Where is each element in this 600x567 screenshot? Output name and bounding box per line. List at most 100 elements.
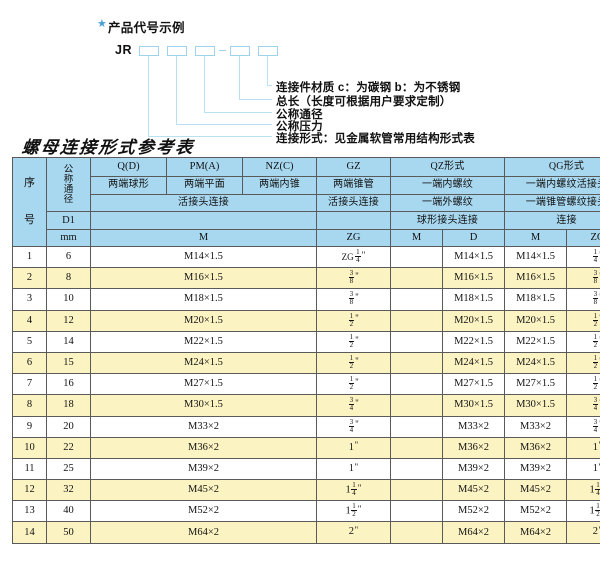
cell-qz-d: M64×2 <box>441 521 506 544</box>
cell-qg-zg: 12" <box>566 351 600 375</box>
header-connection-qpmnz: 活接头连接 <box>90 193 317 213</box>
cell-qg-m: M16×1.5 <box>504 267 568 290</box>
cell-nominal-diameter: 20 <box>46 415 91 438</box>
leader-line-vertical-2 <box>239 56 241 99</box>
cell-qz-m <box>390 415 443 438</box>
cell-gz-zg: ZG 1 4 " <box>316 245 391 269</box>
diagram-note-4: 公称压力 <box>276 121 323 133</box>
header-group-code-qg: QG形式 <box>504 157 600 177</box>
cell-qg-zg: 34" <box>566 394 600 417</box>
cell-thread-m: M24×1.5 <box>90 351 317 375</box>
cell-gz-zg: 1" <box>316 457 391 481</box>
cell-qg-zg: 112" <box>566 500 600 523</box>
cell-qz-m <box>390 394 443 417</box>
cell-qg-zg: 14" <box>566 245 600 269</box>
cell-seq: 8 <box>12 394 47 417</box>
cell-qz-d: M52×2 <box>441 500 506 523</box>
cell-nominal-diameter: 40 <box>46 500 91 523</box>
cell-seq: 14 <box>12 521 47 544</box>
leader-line-vertical-3 <box>204 56 206 112</box>
cell-nominal-diameter: 25 <box>46 457 91 481</box>
cell-seq: 11 <box>12 457 47 481</box>
product-code-diagram: ★ 产品代号示例 JR 连接件材质 c：为碳钢 b：为不锈钢 总长（长度可根据用户… <box>0 0 600 146</box>
diagram-note-2: 总长（长度可根据用户要求定制） <box>276 96 452 108</box>
header-end-type-pm: 两端平面 <box>166 175 243 195</box>
cell-gz-zg: 1 1 2 " <box>316 500 391 523</box>
cell-nominal-diameter: 16 <box>46 373 91 396</box>
cell-qg-zg: 38" <box>566 288 600 311</box>
cell-qg-m: M52×2 <box>504 500 568 523</box>
cell-nominal-diameter: 18 <box>46 394 91 417</box>
cell-nominal-diameter: 32 <box>46 479 91 502</box>
cell-qz-d: M36×2 <box>441 436 506 459</box>
cell-qz-m <box>390 457 443 481</box>
header-connection-qg: 一端锥管螺纹接头 <box>504 193 600 213</box>
cell-seq: 5 <box>12 330 47 353</box>
cell-qg-zg: 12" <box>566 373 600 396</box>
header-blank-qpmnz <box>90 211 317 230</box>
diagram-heading: 产品代号示例 <box>108 21 185 35</box>
cell-nominal-diameter: 14 <box>46 330 91 353</box>
cell-thread-m: M39×2 <box>90 457 317 481</box>
cell-qg-zg: 34" <box>566 415 600 438</box>
cell-gz-zg: 3 8 " <box>316 288 391 311</box>
header-unit-m-qz: M <box>390 228 443 248</box>
leader-line-horizontal-1 <box>267 85 272 87</box>
header-row-d1: D1 球形接头连接 连接 <box>13 211 600 230</box>
cell-nominal-diameter: 15 <box>46 351 91 375</box>
header-row-code: 序 号 公 称 通 径 Q(D) PM(A) NZ(C) GZ QZ形式 QG形… <box>12 156 600 247</box>
star-icon: ★ <box>97 18 107 30</box>
cell-seq: 2 <box>12 267 47 290</box>
cell-qz-d: M20×1.5 <box>441 309 506 332</box>
cell-qz-m <box>390 521 443 544</box>
cell-qg-m: M14×1.5 <box>504 245 568 269</box>
cell-thread-m: M18×1.5 <box>90 288 317 311</box>
cell-thread-m: M27×1.5 <box>90 373 317 396</box>
header-connection-gz: 活接头连接 <box>316 193 391 213</box>
leader-line-vertical-1 <box>267 56 269 85</box>
cell-qz-d: M33×2 <box>441 415 506 438</box>
cell-qg-m: M18×1.5 <box>504 288 568 311</box>
cell-nominal-diameter: 10 <box>46 288 91 311</box>
header-unit-m-qpmnz: M <box>90 228 317 248</box>
header-end-type-qz: 一端内螺纹 <box>389 175 506 195</box>
header-end-type-nz: 两端内锥 <box>242 175 317 195</box>
cell-qg-m: M22×1.5 <box>504 330 568 353</box>
cell-gz-zg: 3 8 " <box>316 267 391 290</box>
cell-gz-zg: 1 2 " <box>316 330 391 353</box>
cell-qz-d: M14×1.5 <box>441 245 506 269</box>
header-ball-joint-qz: 球形接头连接 <box>389 211 506 230</box>
cell-seq: 7 <box>12 373 47 396</box>
cell-qz-m <box>390 479 443 502</box>
leader-line-vertical-4 <box>176 56 178 124</box>
cell-qz-m <box>390 330 443 353</box>
cell-qg-m: M64×2 <box>504 521 568 544</box>
cell-qg-m: M30×1.5 <box>504 394 568 417</box>
cell-qz-d: M18×1.5 <box>441 288 506 311</box>
cell-qg-zg: 1" <box>566 457 600 481</box>
cell-thread-m: M14×1.5 <box>90 245 317 269</box>
cell-seq: 4 <box>12 309 47 332</box>
cell-qz-d: M27×1.5 <box>441 373 506 396</box>
header-group-code-pm: PM(A) <box>166 157 243 177</box>
cell-gz-zg: 1" <box>316 436 391 459</box>
header-unit-mm: mm <box>46 228 91 248</box>
header-end-type-q: 两端球形 <box>90 175 167 195</box>
header-unit-zg-qg: ZG <box>566 228 600 248</box>
cell-gz-zg: 1 2 " <box>316 309 391 332</box>
cell-qz-d: M39×2 <box>441 457 506 481</box>
cell-qg-m: M27×1.5 <box>504 373 568 396</box>
cell-gz-zg: 1 2 " <box>316 351 391 375</box>
diagram-note-5: 连接形式：见金属软管常用结构形式表 <box>276 133 475 145</box>
leader-line-horizontal-5 <box>148 136 272 138</box>
cell-qz-m <box>390 351 443 375</box>
cell-qz-d: M22×1.5 <box>441 330 506 353</box>
nut-connection-table: 序 号 公 称 通 径 Q(D) PM(A) NZ(C) GZ QZ形式 QG形… <box>12 156 600 544</box>
cell-nominal-diameter: 6 <box>46 245 91 269</box>
